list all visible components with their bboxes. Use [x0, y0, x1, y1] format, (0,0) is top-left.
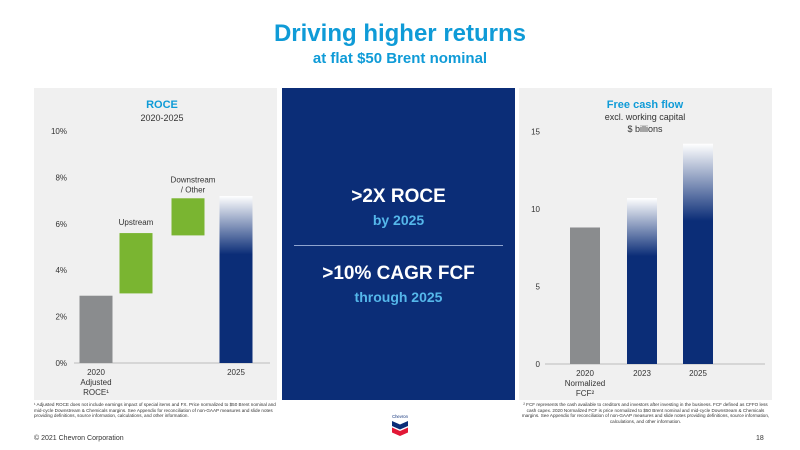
fcf-bar	[627, 198, 657, 364]
fcf-bar	[683, 143, 713, 364]
roce-chart: ROCE 2020-2025 0% 2% 4% 6% 8% 10% 2020AdjustedRO…	[51, 99, 270, 397]
roce-bar	[219, 195, 253, 363]
fcf-ytick-label: 0	[536, 360, 541, 369]
fcf-ytick-label: 5	[536, 282, 541, 291]
roce-bar	[119, 233, 153, 294]
fcf-ytick-label: 15	[531, 127, 540, 136]
roce-ytick-label: 10%	[51, 127, 67, 136]
roce-step-label: Upstream	[119, 218, 154, 227]
roce-chart-subtitle: 2020-2025	[140, 113, 183, 123]
fcf-target: >10% CAGR FCF	[322, 263, 475, 284]
highlights-panel: >2X ROCE by 2025 >10% CAGR FCF through 2…	[282, 88, 515, 400]
slide-subtitle: at flat $50 Brent nominal	[312, 50, 488, 67]
fcf-xlabel: 2023	[633, 369, 651, 378]
roce-ytick-label: 8%	[55, 173, 67, 182]
roce-xlabel: 2025	[227, 368, 245, 377]
roce-ytick-label: 4%	[55, 266, 67, 275]
fcf-target-timing: through 2025	[354, 289, 443, 305]
fcf-xlabel: FCF²	[576, 389, 595, 398]
roce-footnote: ¹ Adjusted ROCE does not include earning…	[34, 402, 276, 419]
chevron-logo: Chevron	[386, 413, 414, 446]
fcf-panel: Free cash flow excl. working capital $ bil…	[519, 88, 772, 400]
fcf-xlabel: 2020	[576, 369, 594, 378]
roce-xlabel: Adjusted	[80, 378, 111, 387]
roce-target: >2X ROCE	[351, 186, 446, 207]
logo-chevron-top	[392, 421, 408, 430]
logo-wordmark: Chevron	[392, 414, 408, 419]
roce-ytick-label: 6%	[55, 220, 67, 229]
roce-chart-title: ROCE	[146, 99, 178, 111]
roce-xlabel: ROCE¹	[83, 388, 109, 397]
fcf-chart-units: $ billions	[627, 124, 663, 134]
fcf-ytick-label: 10	[531, 205, 540, 214]
roce-ytick-label: 2%	[55, 313, 67, 322]
fcf-footnote: ² FCF represents the cash available to c…	[521, 402, 770, 424]
roce-xlabel: 2020	[87, 368, 105, 377]
roce-bar	[171, 198, 205, 236]
slide-title: Driving higher returns	[273, 20, 527, 47]
roce-ytick-label: 0%	[55, 359, 67, 368]
fcf-xlabel: 2025	[689, 369, 707, 378]
roce-target-timing: by 2025	[372, 212, 425, 228]
copyright: © 2021 Chevron Corporation	[34, 435, 124, 442]
fcf-chart-subtitle: excl. working capital	[605, 112, 686, 122]
center-divider	[294, 245, 503, 246]
fcf-bar	[570, 227, 600, 364]
logo-chevron-bottom	[392, 427, 408, 436]
fcf-xlabel: Normalized	[565, 379, 605, 388]
roce-bar	[79, 295, 113, 363]
roce-panel: ROCE 2020-2025 0% 2% 4% 6% 8% 10% 2020 Adjusted RO…	[34, 88, 277, 400]
roce-step-label: Downstream	[171, 175, 216, 184]
fcf-chart-title: Free cash flow	[607, 99, 684, 111]
page-number: 18	[756, 435, 764, 442]
roce-step-label: / Other	[181, 185, 206, 194]
